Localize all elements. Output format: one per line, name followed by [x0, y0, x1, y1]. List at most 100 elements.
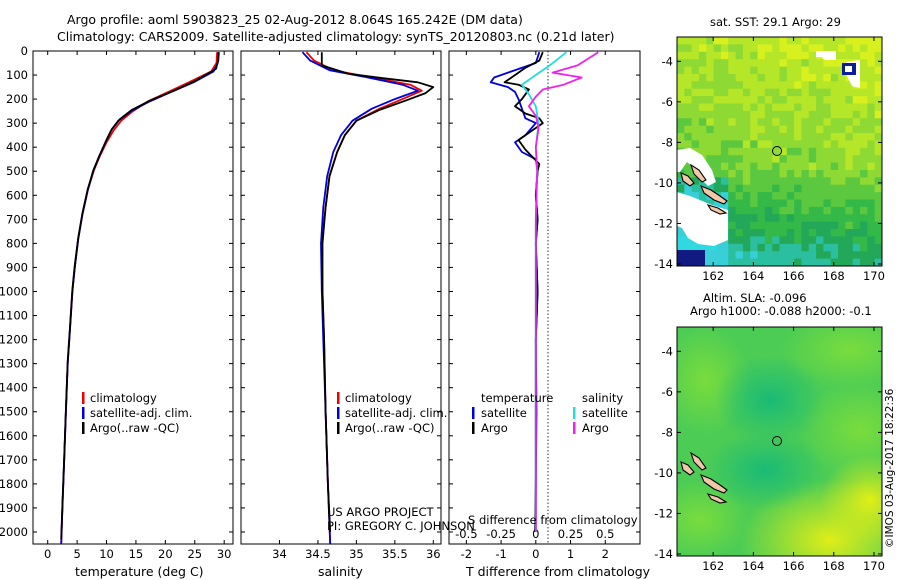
- sst-cell: [750, 199, 759, 208]
- sst-cell: [706, 66, 715, 75]
- sst-cell: [772, 206, 781, 215]
- sst-cell: [874, 118, 882, 127]
- sst-cell: [860, 229, 868, 238]
- sst-cell: [794, 258, 803, 266]
- sst-cell: [764, 81, 773, 90]
- sla-heatmap: [677, 327, 882, 556]
- sst-cell: [750, 103, 759, 112]
- salinity-axis-label: salinity: [318, 564, 363, 579]
- sst-cell: [757, 258, 766, 266]
- sst-cell: [808, 243, 817, 252]
- sst-cell: [823, 192, 832, 201]
- sst-cell: [860, 59, 868, 68]
- sst-cell: [816, 147, 825, 156]
- legend-temperature-header: temperature: [481, 391, 553, 405]
- sst-cell: [757, 96, 766, 105]
- figure-title-line1: Argo profile: aoml 5903823_25 02-Aug-201…: [67, 12, 523, 27]
- sst-cell: [852, 184, 861, 193]
- x-tick-label: -2: [461, 547, 472, 561]
- sst-cell: [757, 125, 766, 134]
- sst-cell: [794, 236, 803, 245]
- sst-cell: [860, 103, 868, 112]
- y-tick-label: 1700: [0, 453, 28, 467]
- sst-cell: [742, 243, 751, 252]
- sst-cell: [816, 155, 825, 164]
- sst-cell: [757, 169, 766, 178]
- sst-cell: [867, 51, 876, 60]
- sst-cell: [823, 229, 832, 238]
- sst-cell: [735, 169, 744, 178]
- y-tick-label: 1300: [0, 357, 28, 371]
- sst-cell: [742, 118, 751, 127]
- sst-cell: [713, 258, 722, 266]
- sst-cell: [735, 125, 744, 134]
- sst-cell: [757, 177, 766, 186]
- sst-cell: [779, 236, 788, 245]
- sst-cell: [750, 155, 759, 164]
- sst-cell: [684, 66, 693, 75]
- sst-cell: [801, 243, 810, 252]
- y-tick-label: 1200: [0, 333, 28, 347]
- sst-cell: [757, 199, 766, 208]
- sst-cell: [823, 37, 832, 45]
- sst-cell: [772, 110, 781, 119]
- series-climatology: [305, 51, 423, 545]
- sst-cell: [845, 96, 854, 105]
- series-argo-raw-qc-: [320, 52, 435, 533]
- sst-cell: [867, 44, 876, 53]
- sst-cell: [845, 155, 854, 164]
- sst-cell: [816, 66, 825, 75]
- sst-cell: [684, 169, 693, 178]
- sst-cell: [713, 51, 722, 60]
- sst-cell: [742, 51, 751, 60]
- sst-cell: [845, 147, 854, 156]
- sst-cell: [750, 184, 759, 193]
- sst-cell: [852, 147, 861, 156]
- sst-cell: [867, 88, 876, 97]
- sst-cell: [860, 147, 868, 156]
- sst-cell: [801, 88, 810, 97]
- sst-cell: [786, 88, 795, 97]
- lon-tick-label: 162: [702, 559, 724, 573]
- lat-tick-label: -6: [662, 385, 673, 399]
- sst-cell: [808, 96, 817, 105]
- sst-cell: [794, 169, 803, 178]
- y-tick-label: 1600: [0, 429, 28, 443]
- sst-cell: [757, 243, 766, 252]
- sst-cell: [801, 229, 810, 238]
- sst-cell: [823, 199, 832, 208]
- sst-cell: [823, 206, 832, 215]
- sst-cell: [786, 214, 795, 223]
- sst-cell: [706, 73, 715, 82]
- salinity-series: [301, 51, 435, 545]
- sst-cell: [838, 96, 846, 105]
- sst-cell: [728, 133, 737, 142]
- sst-cell: [677, 103, 685, 112]
- sst-cell: [772, 155, 781, 164]
- sst-cell: [764, 59, 773, 68]
- sst-cell: [779, 251, 788, 260]
- sst-cell: [823, 44, 832, 53]
- legend-argo-label: Argo(..raw -QC): [90, 421, 180, 435]
- island: [680, 172, 695, 187]
- x-tick-label: 34: [272, 547, 287, 561]
- sst-cell: [735, 66, 744, 75]
- sst-cell: [742, 236, 751, 245]
- sst-cell: [786, 44, 795, 53]
- sst-cell: [867, 162, 876, 171]
- sst-cell: [713, 73, 722, 82]
- sst-cell: [816, 184, 825, 193]
- sst-cell: [830, 66, 839, 75]
- sst-cell: [779, 37, 788, 45]
- legend-satellite-swatch: [337, 407, 340, 419]
- sst-cell: [720, 184, 729, 193]
- sst-cell: [706, 44, 715, 53]
- s-difference-axis: -0.5 -0.25 0 0.25 0.5: [455, 527, 614, 541]
- sst-cell: [852, 177, 861, 186]
- sst-cell: [779, 169, 788, 178]
- sst-cell: [691, 73, 700, 82]
- sst-cell: [874, 37, 882, 45]
- x-tick-label: 30: [217, 547, 232, 561]
- sst-cell: [691, 103, 700, 112]
- difference-legend: temperature salinity satellite Argo sate…: [472, 391, 628, 435]
